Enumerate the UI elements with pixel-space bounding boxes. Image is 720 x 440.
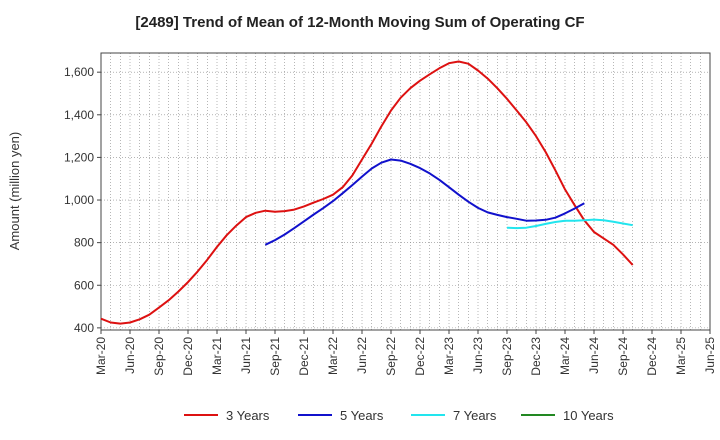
series-line-3-years	[100, 60, 634, 325]
x-tick-label: Sep-22	[384, 337, 398, 376]
x-tick-label: Mar-23	[442, 337, 456, 375]
x-tick-label: Jun-25	[703, 337, 717, 374]
x-tick-label: Sep-23	[500, 337, 514, 376]
legend: 3 Years 5 Years 7 Years 10 Years	[184, 408, 614, 423]
legend-label: 10 Years	[563, 408, 614, 423]
y-axis-title: Amount (million yen)	[7, 132, 22, 251]
x-tick-label: Jun-21	[239, 337, 253, 374]
x-tick-label: Dec-21	[297, 337, 311, 376]
x-tick-label: Mar-22	[326, 337, 340, 375]
y-tick-label: 1,000	[64, 193, 94, 207]
y-tick-label: 1,600	[64, 65, 94, 79]
series-line-7-years	[506, 218, 633, 230]
y-tick-label: 600	[74, 278, 94, 292]
x-tick-label: Sep-21	[268, 337, 282, 376]
x-tick-label: Dec-24	[645, 337, 659, 376]
plot-background	[101, 53, 710, 330]
x-tick-label: Jun-20	[123, 337, 137, 374]
legend-label: 7 Years	[453, 408, 497, 423]
x-tick-label: Mar-21	[210, 337, 224, 375]
grid	[101, 53, 710, 330]
x-tick-label: Dec-22	[413, 337, 427, 376]
y-axis: 400 600 800 1,000 1,200 1,400 1,600	[64, 65, 101, 335]
x-tick-label: Jun-24	[587, 337, 601, 374]
x-tick-label: Mar-24	[558, 337, 572, 375]
plot-frame	[100, 52, 711, 331]
legend-label: 5 Years	[340, 408, 384, 423]
y-tick-label: 400	[74, 321, 94, 335]
x-tick-label: Jun-22	[355, 337, 369, 374]
y-tick-label: 1,200	[64, 150, 94, 164]
y-tick-label: 800	[74, 236, 94, 250]
x-tick-label: Dec-20	[181, 337, 195, 376]
x-tick-label: Mar-20	[94, 337, 108, 375]
y-tick-label: 1,400	[64, 108, 94, 122]
x-tick-label: Sep-20	[152, 337, 166, 376]
legend-label: 3 Years	[226, 408, 270, 423]
chart-title: [2489] Trend of Mean of 12-Month Moving …	[135, 14, 585, 31]
series-line-5-years	[264, 158, 585, 246]
series-lines	[100, 60, 634, 325]
x-tick-label: Mar-25	[674, 337, 688, 375]
x-tick-label: Dec-23	[529, 337, 543, 376]
x-axis: Mar-20 Jun-20 Sep-20 Dec-20 Mar-21 Jun-21 Sep-…	[94, 330, 717, 376]
x-tick-label: Sep-24	[616, 337, 630, 376]
x-tick-label: Jun-23	[471, 337, 485, 374]
